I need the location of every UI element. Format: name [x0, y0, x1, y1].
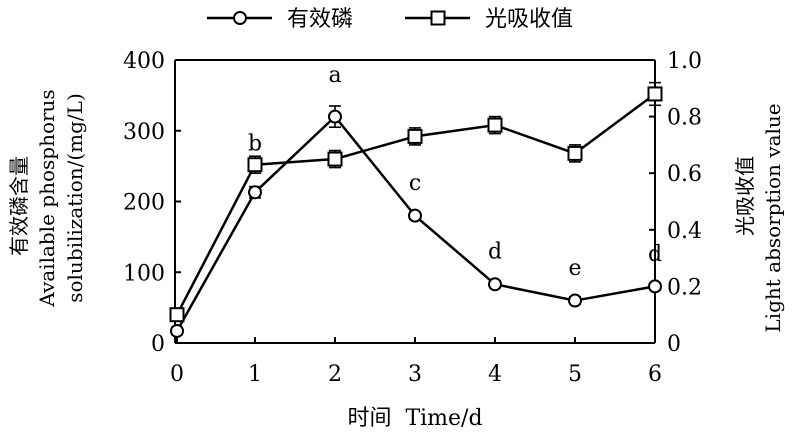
x-tick-label: 4 [488, 362, 502, 387]
left-axis-ticks: 0 100 200 300 400 [123, 49, 181, 357]
right-axis-ticks: 0 0.2 0.4 0.6 0.8 1.0 [649, 49, 702, 357]
significance-label: b [248, 131, 262, 156]
data-point-circle [170, 323, 184, 338]
right-axis-title-en: Light absorption value [761, 103, 785, 332]
right-axis-title: 光吸收值 Light absorption value [733, 103, 785, 332]
right-tick-label: 1.0 [667, 49, 702, 74]
data-point-square [169, 307, 185, 323]
data-point-circle [568, 293, 582, 308]
right-tick-label: 0.6 [667, 162, 702, 187]
legend-label-absorption: 光吸收值 [485, 7, 573, 32]
x-tick-label: 6 [648, 362, 662, 387]
data-point-circle [408, 208, 422, 223]
data-point-square [247, 157, 263, 173]
series-1 [169, 81, 663, 323]
left-axis-title-zh: 有效磷含量 [7, 156, 31, 256]
x-axis-title: 时间 Time/d [347, 406, 482, 431]
data-point-square [487, 117, 503, 133]
right-tick-label: 0 [667, 332, 681, 357]
significance-label: c [409, 171, 421, 196]
right-tick-label: 0.2 [667, 275, 702, 300]
left-axis-title-en-1: Available phosphorus [35, 89, 59, 307]
significance-label: e [568, 256, 581, 281]
data-point-circle [648, 279, 662, 294]
data-point-square [327, 151, 343, 167]
series-layer: b a c d e d [169, 63, 663, 338]
legend-marker-circle [233, 11, 247, 25]
left-tick-label: 400 [123, 49, 165, 74]
series-0: b a c d e d [170, 63, 662, 338]
data-point-square [407, 128, 423, 144]
data-point-circle [248, 185, 262, 200]
plot-frame [174, 59, 656, 344]
significance-label: d [488, 240, 502, 265]
left-tick-label: 0 [151, 332, 165, 357]
significance-label: a [328, 63, 341, 88]
right-tick-label: 0.4 [667, 219, 702, 244]
left-axis-title-en-2: solubilization/(mg/L) [63, 93, 87, 303]
x-tick-label: 0 [170, 362, 184, 387]
data-point-circle [488, 277, 502, 292]
left-tick-label: 300 [123, 120, 165, 145]
data-point-square [647, 86, 663, 102]
x-tick-label: 2 [328, 362, 342, 387]
x-tick-label: 1 [248, 362, 262, 387]
legend: 有效磷 光吸收值 [207, 7, 573, 32]
x-tick-label: 3 [408, 362, 422, 387]
left-tick-label: 100 [123, 261, 165, 286]
right-axis-title-zh: 光吸收值 [733, 156, 757, 236]
left-axis-title: 有效磷含量 Available phosphorus solubilizatio… [7, 89, 87, 307]
legend-label-phosphorus: 有效磷 [287, 7, 353, 32]
significance-label: d [648, 242, 662, 267]
left-tick-label: 200 [123, 191, 165, 216]
x-axis-ticks: 0 1 2 3 4 5 6 [170, 337, 662, 387]
data-point-circle [328, 109, 342, 124]
data-point-square [567, 145, 583, 161]
x-tick-label: 5 [568, 362, 582, 387]
legend-marker-square [430, 10, 446, 26]
right-tick-label: 0.8 [667, 106, 702, 131]
